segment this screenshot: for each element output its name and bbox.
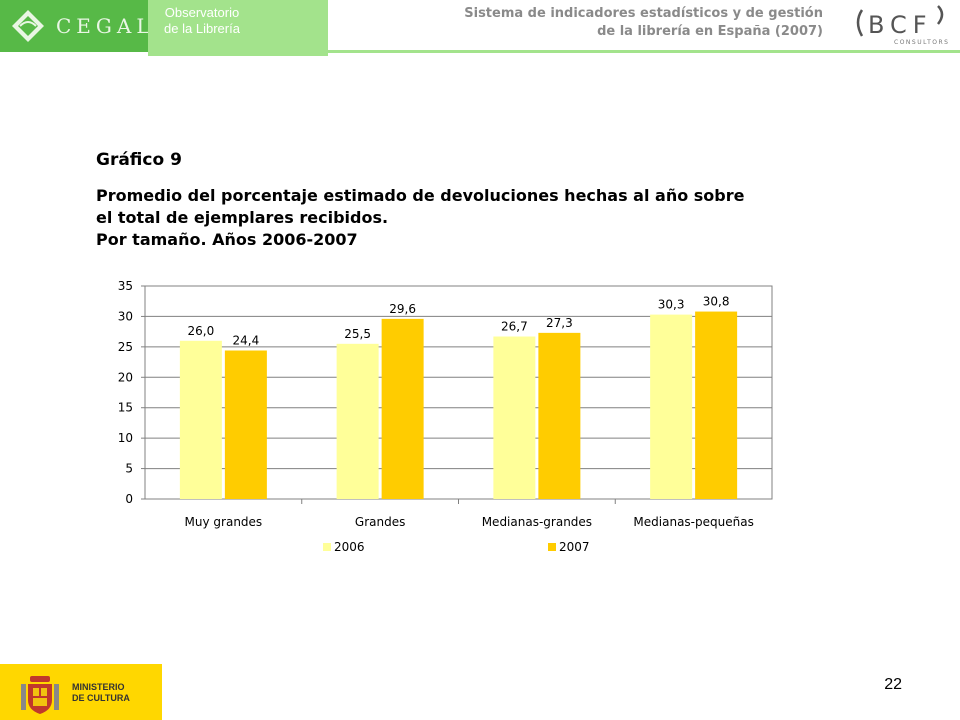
y-tick-label: 0 bbox=[125, 492, 133, 506]
observatorio-block[interactable]: Observatorio de la Librería bbox=[148, 0, 328, 56]
data-label: 30,8 bbox=[703, 295, 730, 309]
bar bbox=[179, 340, 222, 499]
x-tick-label: Medianas-grandes bbox=[482, 515, 592, 529]
y-tick-label: 30 bbox=[118, 309, 133, 323]
y-tick-label: 20 bbox=[118, 370, 133, 384]
data-label: 24,4 bbox=[233, 334, 260, 348]
cegal-leaf-icon bbox=[12, 10, 44, 42]
bar bbox=[538, 332, 581, 499]
legend: 2006 2007 bbox=[323, 540, 590, 554]
y-tick-label: 25 bbox=[118, 340, 133, 354]
bar bbox=[493, 336, 536, 499]
system-title-line-2: de la librería en España (2007) bbox=[597, 24, 823, 39]
data-label: 30,3 bbox=[658, 298, 685, 312]
bcf-consultors-logo[interactable]: BCF CONSULTORS bbox=[852, 4, 950, 46]
bcf-subtitle: CONSULTORS bbox=[894, 39, 949, 46]
data-label: 25,5 bbox=[344, 327, 371, 341]
legend-label: 2006 bbox=[334, 540, 365, 554]
bcf-left-bracket bbox=[856, 9, 864, 37]
chart-title: Promedio del porcentaje estimado de devo… bbox=[96, 185, 816, 251]
bar bbox=[381, 318, 424, 499]
labels-layer: 26,0 24,4 Muy grandes 25,5 29,6 Grandes 26,7 27… bbox=[185, 295, 754, 529]
x-tick-label: Muy grandes bbox=[185, 515, 263, 529]
bcf-letters: BCF bbox=[868, 11, 933, 39]
header-divider bbox=[328, 50, 960, 53]
coat-of-arms-icon bbox=[21, 676, 59, 714]
ministerio-line-2: DE CULTURA bbox=[72, 693, 130, 703]
legend-swatch bbox=[323, 543, 331, 551]
observatorio-label: Observatorio de la Librería bbox=[154, 5, 250, 37]
y-tick-label: 15 bbox=[118, 401, 133, 415]
data-label: 26,0 bbox=[188, 324, 215, 338]
bar bbox=[224, 350, 267, 499]
cegal-logo-block[interactable]: CEGAL bbox=[0, 0, 150, 52]
legend-label: 2007 bbox=[559, 540, 590, 554]
data-label: 26,7 bbox=[501, 320, 528, 334]
y-tick-label: 5 bbox=[125, 462, 133, 476]
system-title-line-1: Sistema de indicadores estadísticos y de… bbox=[464, 6, 823, 21]
bcf-right-bracket bbox=[936, 5, 944, 25]
observatorio-line-2: de la Librería bbox=[164, 21, 240, 36]
ministerio-logo-block[interactable]: MINISTERIO DE CULTURA bbox=[0, 664, 162, 720]
y-tick-label: 35 bbox=[118, 279, 133, 293]
x-tick-label: Grandes bbox=[355, 515, 405, 529]
bars-layer bbox=[179, 311, 738, 499]
bar bbox=[336, 343, 379, 499]
figure-label: Gráfico 9 bbox=[96, 150, 182, 170]
cegal-wordmark: CEGAL bbox=[56, 14, 155, 38]
chart-title-line-3: Por tamaño. Años 2006-2007 bbox=[96, 230, 358, 249]
chart-title-line-1: Promedio del porcentaje estimado de devo… bbox=[96, 186, 745, 205]
ministerio-label: MINISTERIO DE CULTURA bbox=[72, 682, 130, 704]
ministerio-line-1: MINISTERIO bbox=[72, 682, 125, 692]
x-tick-label: Medianas-pequeñas bbox=[633, 515, 753, 529]
y-tick-label: 10 bbox=[118, 431, 133, 445]
observatorio-line-1: Observatorio bbox=[164, 5, 240, 20]
page-number: 22 bbox=[884, 676, 902, 693]
chart-title-line-2: el total de ejemplares recibidos. bbox=[96, 208, 389, 227]
bar bbox=[650, 314, 693, 499]
data-label: 29,6 bbox=[389, 302, 416, 316]
header: CEGAL Observatorio de la Librería Sistem… bbox=[0, 0, 960, 56]
system-title: Sistema de indicadores estadísticos y de… bbox=[464, 5, 823, 41]
data-label: 27,3 bbox=[546, 316, 573, 330]
legend-swatch bbox=[548, 543, 556, 551]
bar bbox=[695, 311, 738, 499]
